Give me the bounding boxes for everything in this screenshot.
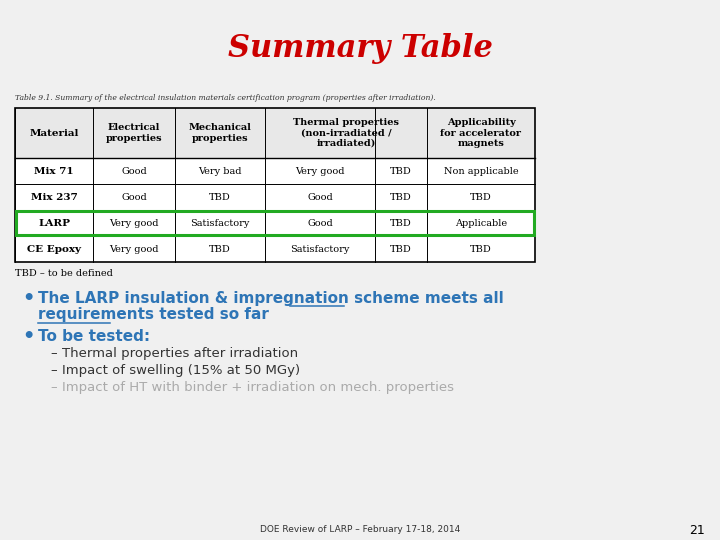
Bar	[15, 184, 535, 210]
Text: Thermal properties after irradiation: Thermal properties after irradiation	[62, 347, 298, 360]
Text: •: •	[22, 327, 35, 346]
Text: Good: Good	[121, 166, 147, 176]
Text: Applicability
for accelerator
magnets: Applicability for accelerator magnets	[441, 118, 521, 148]
Text: Very bad: Very bad	[198, 166, 242, 176]
Text: Mix 71: Mix 71	[34, 166, 74, 176]
Text: Very good: Very good	[295, 166, 345, 176]
Text: CE Epoxy: CE Epoxy	[27, 245, 81, 253]
Text: –: –	[50, 381, 57, 394]
Text: Electrical
properties: Electrical properties	[106, 123, 162, 143]
Text: TBD: TBD	[390, 166, 412, 176]
Text: requirements tested so far: requirements tested so far	[38, 307, 269, 322]
Text: Impact of swelling (15% at 50 MGy): Impact of swelling (15% at 50 MGy)	[62, 364, 300, 377]
Bar	[15, 108, 535, 158]
Text: Good: Good	[307, 219, 333, 227]
Bar	[15, 158, 535, 184]
Text: TBD: TBD	[390, 219, 412, 227]
Text: •: •	[22, 288, 35, 307]
Text: Good: Good	[307, 192, 333, 201]
Text: Very good: Very good	[109, 245, 158, 253]
Text: Non applicable: Non applicable	[444, 166, 518, 176]
Bar	[15, 210, 535, 236]
Text: DOE Review of LARP – February 17-18, 2014: DOE Review of LARP – February 17-18, 201…	[260, 525, 460, 535]
Text: Satisfactory: Satisfactory	[190, 219, 250, 227]
Text: Impact of HT with binder + irradiation on mech. properties: Impact of HT with binder + irradiation o…	[62, 381, 454, 394]
Bar	[15, 236, 535, 262]
Bar	[16, 211, 534, 235]
Text: TBD: TBD	[390, 245, 412, 253]
Text: –: –	[50, 347, 57, 360]
Text: Mechanical
properties: Mechanical properties	[189, 123, 251, 143]
Text: TBD: TBD	[470, 192, 492, 201]
Text: Good: Good	[121, 192, 147, 201]
Text: TBD: TBD	[209, 192, 231, 201]
Text: 21: 21	[689, 523, 705, 537]
Bar	[15, 108, 535, 262]
Text: TBD – to be defined: TBD – to be defined	[15, 268, 113, 278]
Text: TBD: TBD	[209, 245, 231, 253]
Text: Applicable: Applicable	[455, 219, 507, 227]
Text: TBD: TBD	[470, 245, 492, 253]
Text: Mix 237: Mix 237	[31, 192, 77, 201]
Text: TBD: TBD	[390, 192, 412, 201]
Text: Table 9.1. Summary of the electrical insulation materials certification program : Table 9.1. Summary of the electrical ins…	[15, 94, 436, 102]
Text: Satisfactory: Satisfactory	[290, 245, 350, 253]
Text: Very good: Very good	[109, 219, 158, 227]
Text: LARP: LARP	[38, 219, 70, 227]
Text: Material: Material	[30, 129, 78, 138]
Text: Thermal properties
(non-irradiated /
irradiated): Thermal properties (non-irradiated / irr…	[293, 118, 399, 148]
Text: –: –	[50, 364, 57, 377]
Text: Summary Table: Summary Table	[228, 32, 492, 64]
Text: The LARP insulation & impregnation scheme meets all: The LARP insulation & impregnation schem…	[38, 291, 504, 306]
Text: To be tested:: To be tested:	[38, 329, 150, 344]
